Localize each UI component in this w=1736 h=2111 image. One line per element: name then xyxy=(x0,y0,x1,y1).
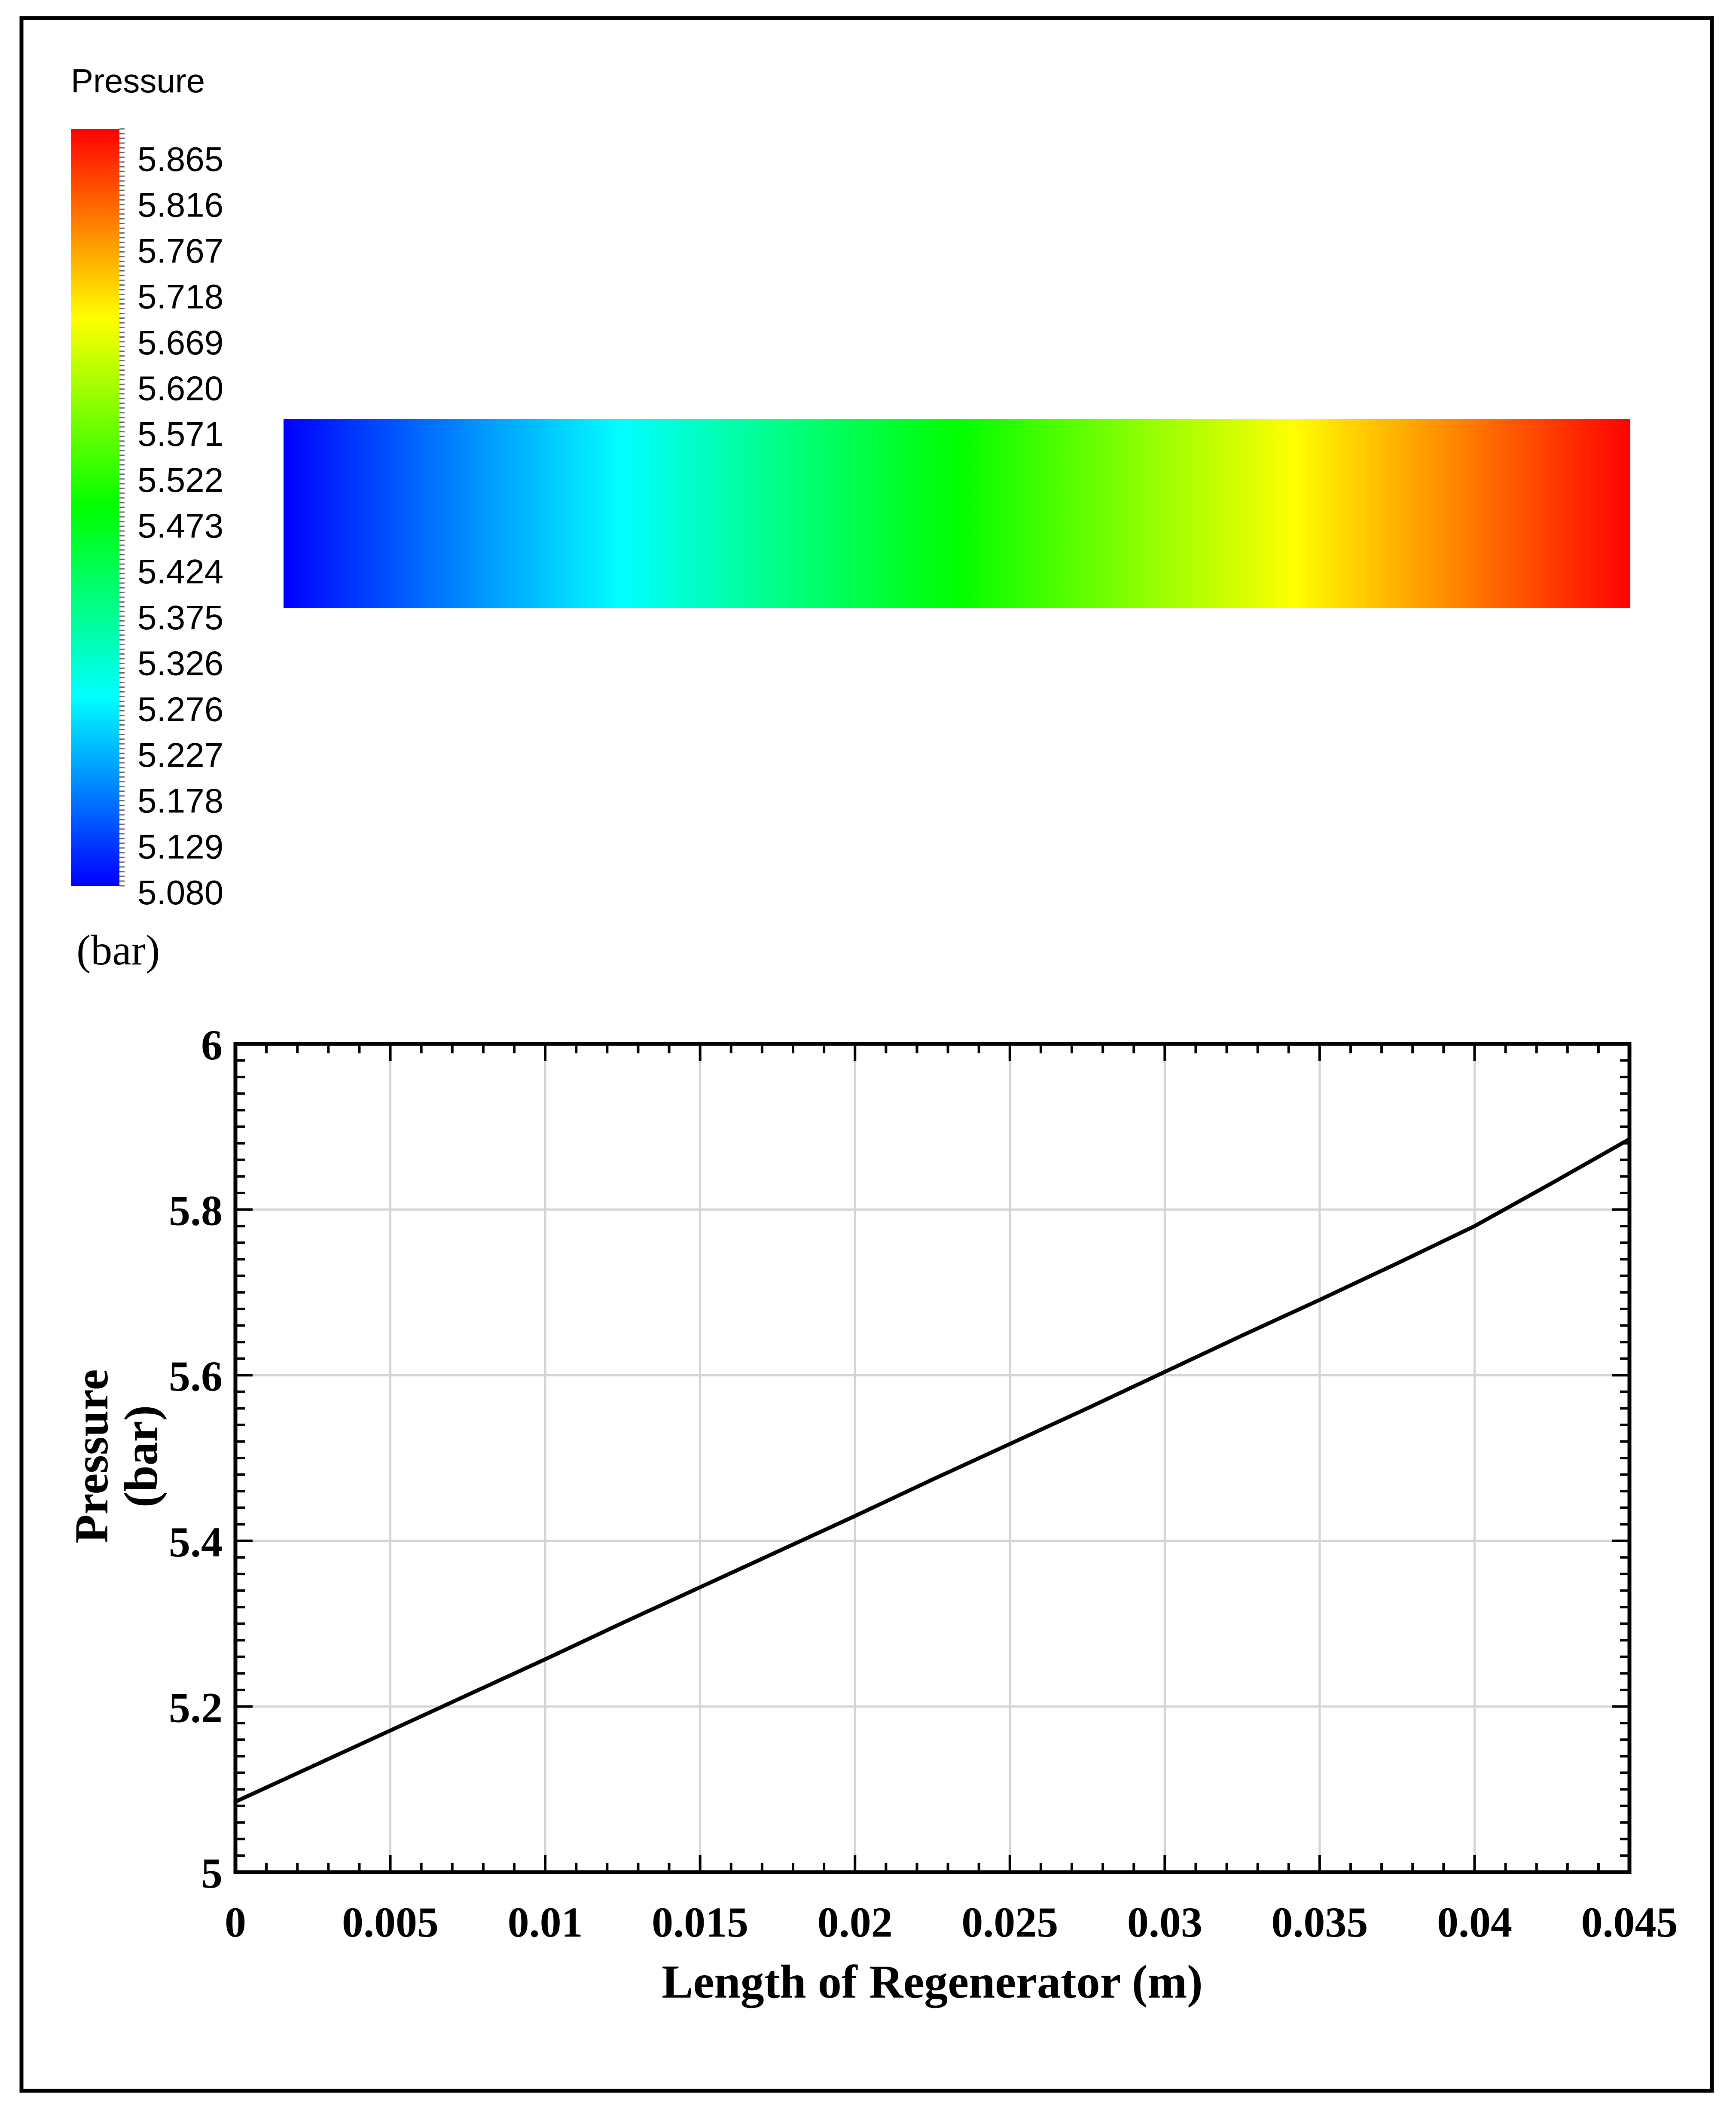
y-tick-label: 5.8 xyxy=(169,1187,223,1235)
colorbar-tick-label: 5.620 xyxy=(137,369,223,407)
colorbar-tick-label: 5.718 xyxy=(137,278,223,316)
x-tick-label: 0.045 xyxy=(1581,1898,1678,1946)
x-tick-label: 0.035 xyxy=(1271,1898,1368,1946)
colorbar-title: Pressure xyxy=(71,62,205,100)
figure-border xyxy=(19,16,1714,2093)
pressure-series-line xyxy=(233,1137,1632,1804)
y-tick-labels: 5 5.2 5.4 5.6 5.8 6 xyxy=(169,1021,223,1897)
colorbar-tick-label: 5.178 xyxy=(137,782,223,820)
colorbar-tick-label: 5.473 xyxy=(137,507,223,545)
y-tick-label: 5.2 xyxy=(169,1684,223,1731)
colorbar-tick-label: 5.865 xyxy=(137,140,223,178)
colorbar-tick-label: 5.129 xyxy=(137,827,223,866)
x-axis-label: Length of Regenerator (m) xyxy=(662,1955,1203,2008)
y-tick-label: 5.6 xyxy=(169,1352,223,1400)
colorbar-unit: (bar) xyxy=(76,926,160,974)
x-tick-label: 0.025 xyxy=(961,1898,1058,1946)
colorbar-tick-label: 5.571 xyxy=(137,415,223,453)
x-tick-labels: 0 0.005 0.01 0.015 0.02 0.025 0.03 0.035 0.04 0.0… xyxy=(225,1898,1678,1946)
x-tick-label: 0.04 xyxy=(1437,1898,1512,1946)
colorbar-tick-label: 5.227 xyxy=(137,736,223,774)
pressure-line-chart: 0 0.005 0.01 0.015 0.02 0.025 0.03 0.035 0.04 0.0… xyxy=(65,1021,1678,2008)
colorbar-tick-label: 5.767 xyxy=(137,232,223,270)
y-axis-label: Pressure (bar) xyxy=(65,1369,167,1543)
colorbar-tick-label: 5.276 xyxy=(137,690,223,728)
y-tick-label: 6 xyxy=(201,1021,223,1069)
x-tick-label: 0.03 xyxy=(1127,1898,1202,1946)
colorbar-tick-label: 5.522 xyxy=(137,461,223,499)
chart-series xyxy=(233,1137,1632,1804)
y-tick-label: 5 xyxy=(201,1849,223,1897)
y-tick-label: 5.4 xyxy=(169,1518,223,1566)
colorbar-tick-label: 5.080 xyxy=(137,873,223,912)
chart-axes-box xyxy=(233,1042,1632,1874)
x-tick-label: 0 xyxy=(225,1898,246,1946)
colorbar-labels: 5.865 5.816 5.767 5.718 5.669 5.620 5.571 5.522… xyxy=(137,140,223,912)
colorbar-tick-label: 5.669 xyxy=(137,323,223,362)
x-tick-label: 0.015 xyxy=(652,1898,748,1946)
colorbar-gradient xyxy=(71,129,119,886)
colorbar-tick-label: 5.375 xyxy=(137,598,223,637)
x-tick-label: 0.005 xyxy=(342,1898,439,1946)
colorbar-ticks xyxy=(119,128,125,887)
y-axis-label-line-1: Pressure xyxy=(65,1369,118,1543)
colorbar-tick-label: 5.816 xyxy=(137,186,223,224)
colorbar-tick-label: 5.326 xyxy=(137,644,223,683)
x-tick-label: 0.01 xyxy=(508,1898,583,1946)
colorbar-tick-label: 5.424 xyxy=(137,552,223,591)
y-axis-label-line-2: (bar) xyxy=(115,1405,167,1507)
pressure-contour-strip xyxy=(284,419,1630,608)
x-tick-label: 0.02 xyxy=(818,1898,893,1946)
